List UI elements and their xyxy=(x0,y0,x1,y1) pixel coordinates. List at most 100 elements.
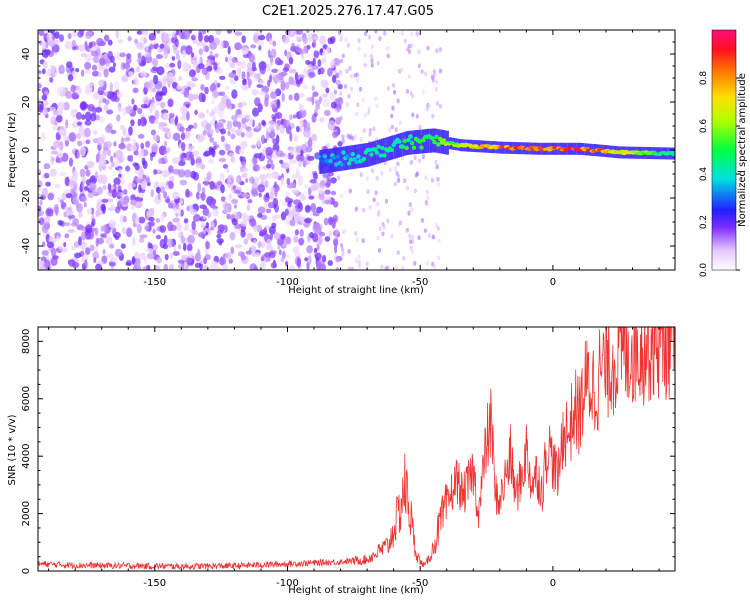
noise-cell xyxy=(268,251,276,259)
noise-cell xyxy=(264,97,269,108)
noise-cell xyxy=(311,95,315,106)
noise-cell xyxy=(208,148,215,156)
noise-cell xyxy=(398,120,402,126)
noise-cell xyxy=(271,171,280,179)
noise-cell xyxy=(438,47,442,52)
signal-core-cell xyxy=(671,152,675,157)
noise-cell xyxy=(38,82,42,89)
noise-cell xyxy=(307,255,312,265)
noise-cell xyxy=(241,193,250,198)
noise-cell xyxy=(103,142,108,150)
noise-cell xyxy=(188,69,196,78)
noise-cell xyxy=(324,236,331,242)
noise-cell xyxy=(349,73,354,79)
noise-cell xyxy=(140,142,145,150)
noise-cell xyxy=(202,152,209,157)
noise-cell xyxy=(341,53,345,59)
noise-cell xyxy=(212,141,218,146)
noise-cell xyxy=(418,125,422,130)
noise-cell xyxy=(213,145,217,150)
noise-cell xyxy=(245,114,251,120)
noise-cell xyxy=(438,103,443,109)
noise-cell xyxy=(57,150,64,158)
noise-cell xyxy=(205,123,212,130)
noise-cell xyxy=(391,83,396,88)
noise-cell xyxy=(65,90,73,99)
noise-cell xyxy=(125,261,132,266)
noise-cell xyxy=(71,31,79,37)
noise-cell xyxy=(408,44,412,49)
noise-cell xyxy=(197,232,206,238)
noise-cell xyxy=(116,192,122,197)
noise-cell xyxy=(49,168,57,177)
noise-cell xyxy=(221,264,228,270)
noise-cell xyxy=(231,89,238,99)
noise-cell xyxy=(226,30,232,34)
noise-cell xyxy=(274,57,282,66)
noise-cell xyxy=(285,192,291,197)
noise-cell xyxy=(386,265,390,270)
signal-band-cell xyxy=(332,148,335,173)
noise-cell xyxy=(365,176,369,181)
noise-cell xyxy=(43,99,48,107)
noise-cell xyxy=(213,62,218,71)
noise-cell xyxy=(159,225,167,233)
noise-cell xyxy=(206,109,210,114)
noise-cell xyxy=(39,260,45,266)
noise-cell xyxy=(92,91,101,100)
noise-cell xyxy=(314,252,322,261)
noise-cell xyxy=(209,112,215,117)
noise-cell xyxy=(150,154,153,162)
noise-cell xyxy=(250,44,257,49)
noise-cell xyxy=(98,98,102,108)
noise-cell xyxy=(43,216,51,224)
noise-cell xyxy=(241,35,246,44)
noise-cell xyxy=(257,206,266,214)
noise-cell xyxy=(183,87,190,98)
noise-cell xyxy=(407,74,411,79)
noise-cell xyxy=(230,128,238,134)
noise-cell xyxy=(176,84,182,90)
noise-cell xyxy=(370,63,374,68)
noise-cell xyxy=(299,119,304,129)
noise-cell xyxy=(231,58,239,63)
noise-cell xyxy=(212,105,220,114)
noise-cell xyxy=(137,149,145,159)
noise-cell xyxy=(364,31,368,37)
noise-cell xyxy=(313,247,318,253)
noise-cell xyxy=(268,172,273,180)
noise-cell xyxy=(164,198,171,203)
noise-cell xyxy=(372,126,376,132)
noise-cell xyxy=(372,197,376,203)
noise-cell xyxy=(167,78,175,85)
noise-cell xyxy=(80,195,87,203)
noise-cell xyxy=(132,137,136,147)
noise-cell xyxy=(139,252,146,261)
noise-cell xyxy=(436,182,440,187)
spectrogram-ytick-label: -40 xyxy=(21,238,32,254)
noise-cell xyxy=(164,140,167,149)
noise-cell xyxy=(284,49,288,57)
noise-cell xyxy=(311,113,317,123)
noise-cell xyxy=(172,132,181,141)
noise-cell xyxy=(430,177,435,183)
noise-cell xyxy=(265,130,270,141)
noise-cell xyxy=(237,114,245,119)
noise-cell xyxy=(307,155,315,161)
noise-cell xyxy=(377,248,382,253)
noise-cell xyxy=(386,46,390,51)
noise-cell xyxy=(66,209,74,216)
noise-cell xyxy=(212,208,219,217)
noise-cell xyxy=(179,179,188,186)
noise-cell xyxy=(303,68,308,78)
noise-cell xyxy=(279,159,284,164)
snr-xtick-label: 0 xyxy=(550,578,556,589)
noise-cell xyxy=(259,91,267,96)
noise-cell xyxy=(102,98,107,103)
noise-cell xyxy=(411,239,415,245)
noise-cell xyxy=(106,253,114,260)
noise-cell xyxy=(163,50,168,60)
noise-cell xyxy=(367,34,372,40)
noise-cell xyxy=(84,61,92,70)
noise-cell xyxy=(339,33,344,39)
